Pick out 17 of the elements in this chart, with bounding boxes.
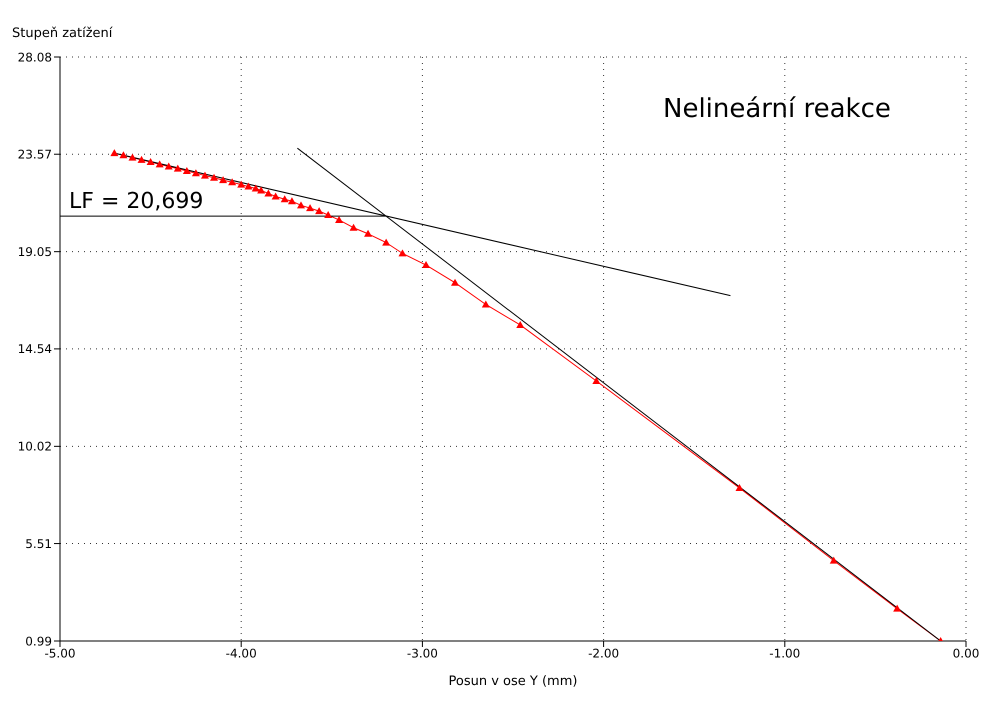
x-tick-label: -2.00	[588, 646, 620, 661]
x-tick-label: -4.00	[226, 646, 257, 661]
annotation: Nelineární reakce	[663, 94, 891, 124]
y-axis-title: Stupeň zatížení	[12, 26, 112, 41]
y-tick-label: 14.54	[18, 342, 52, 356]
x-tick-label: 0.00	[952, 646, 980, 661]
y-tick-label: 23.57	[18, 147, 52, 162]
x-tick-label: -3.00	[406, 646, 438, 661]
y-tick-label: 28.08	[18, 50, 52, 64]
annotation: LF = 20,699	[69, 189, 204, 214]
y-tick-label: 5.51	[25, 536, 52, 551]
x-tick-label: -1.00	[769, 646, 800, 661]
y-tick-label: 19.05	[18, 244, 52, 259]
x-tick-label: -5.00	[44, 646, 76, 661]
x-axis-title: Posun v ose Y (mm)	[448, 674, 578, 689]
y-tick-label: 0.99	[25, 634, 52, 648]
y-tick-label: 10.02	[18, 440, 52, 454]
